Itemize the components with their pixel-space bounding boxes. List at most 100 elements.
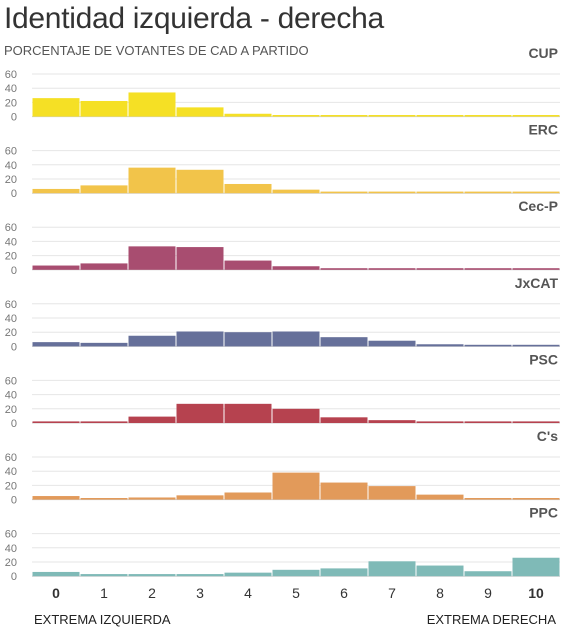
bar	[416, 494, 464, 500]
bar	[416, 191, 464, 194]
bar	[32, 342, 80, 347]
y-tick-label: 0	[11, 188, 17, 200]
bar	[368, 268, 416, 270]
y-tick-label: 20	[5, 251, 17, 263]
bar	[368, 561, 416, 577]
bar	[320, 268, 368, 270]
bar	[80, 342, 128, 347]
bar	[464, 571, 512, 577]
bar	[224, 492, 272, 500]
y-tick-label: 40	[5, 390, 17, 402]
bar	[416, 565, 464, 577]
bar	[80, 421, 128, 423]
series-label: ERC	[528, 122, 558, 138]
bar	[512, 557, 560, 577]
y-tick-label: 60	[5, 146, 17, 158]
y-tick-label: 60	[5, 299, 17, 311]
bar	[272, 569, 320, 577]
x-tick-label: 1	[100, 585, 108, 601]
x-tick-label: 4	[244, 585, 252, 601]
bar	[416, 268, 464, 270]
bar	[128, 167, 176, 194]
x-tick-label: 9	[484, 585, 492, 601]
bar	[464, 498, 512, 500]
x-tick-label: 7	[388, 585, 396, 601]
bar	[80, 185, 128, 194]
y-tick-label: 40	[5, 313, 17, 325]
bar	[272, 189, 320, 194]
y-tick-label: 20	[5, 557, 17, 569]
y-tick-label: 40	[5, 83, 17, 95]
bar	[320, 337, 368, 347]
bar	[512, 115, 560, 117]
bar	[464, 115, 512, 117]
bar	[272, 472, 320, 500]
bar	[464, 191, 512, 194]
bar	[464, 268, 512, 270]
bar	[320, 482, 368, 500]
x-tick-label: 8	[436, 585, 444, 601]
bar	[128, 335, 176, 347]
y-tick-label: 20	[5, 97, 17, 109]
bar	[80, 100, 128, 117]
bar	[176, 574, 224, 577]
bar	[224, 572, 272, 577]
bar	[272, 331, 320, 347]
bar	[224, 113, 272, 117]
y-tick-label: 40	[5, 543, 17, 555]
bar	[128, 416, 176, 423]
bar	[512, 421, 560, 423]
bar	[416, 115, 464, 117]
y-tick-label: 20	[5, 327, 17, 339]
bar	[512, 498, 560, 500]
bar	[32, 421, 80, 423]
bar	[80, 498, 128, 500]
series-label: C's	[537, 428, 558, 444]
x-tick-label: 2	[148, 585, 156, 601]
bar	[416, 344, 464, 347]
bar	[272, 266, 320, 270]
bar	[272, 408, 320, 423]
bar	[512, 344, 560, 347]
bar	[80, 574, 128, 577]
y-tick-label: 0	[11, 265, 17, 277]
y-tick-label: 60	[5, 69, 17, 81]
bar	[320, 115, 368, 117]
bar	[368, 420, 416, 423]
bar	[224, 260, 272, 270]
bar	[368, 191, 416, 194]
y-tick-label: 20	[5, 404, 17, 416]
bar	[128, 574, 176, 577]
bar	[368, 340, 416, 347]
y-tick-label: 0	[11, 341, 17, 353]
bar	[464, 421, 512, 423]
x-tick-label: 0	[52, 585, 60, 601]
series-label: JxCAT	[515, 275, 559, 291]
y-tick-label: 60	[5, 529, 17, 541]
y-tick-label: 0	[11, 571, 17, 583]
bar	[32, 265, 80, 270]
bar	[176, 247, 224, 270]
y-tick-label: 40	[5, 236, 17, 248]
bar	[320, 568, 368, 577]
y-tick-label: 40	[5, 160, 17, 172]
bar	[176, 403, 224, 423]
y-tick-label: 60	[5, 452, 17, 464]
bar	[320, 191, 368, 194]
x-right-label: EXTREMA DERECHA	[427, 612, 557, 627]
x-left-label: EXTREMA IZQUIERDA	[34, 612, 171, 627]
bar	[128, 497, 176, 500]
bar	[32, 98, 80, 117]
series-label: CUP	[528, 45, 558, 61]
x-tick-label: 10	[528, 585, 544, 601]
series-label: PPC	[529, 505, 558, 521]
x-tick-label: 5	[292, 585, 300, 601]
x-tick-label: 3	[196, 585, 204, 601]
bar	[320, 417, 368, 423]
bar	[176, 107, 224, 117]
series-label: PSC	[529, 351, 558, 367]
y-tick-label: 20	[5, 480, 17, 492]
bar	[464, 344, 512, 347]
bar	[32, 571, 80, 577]
